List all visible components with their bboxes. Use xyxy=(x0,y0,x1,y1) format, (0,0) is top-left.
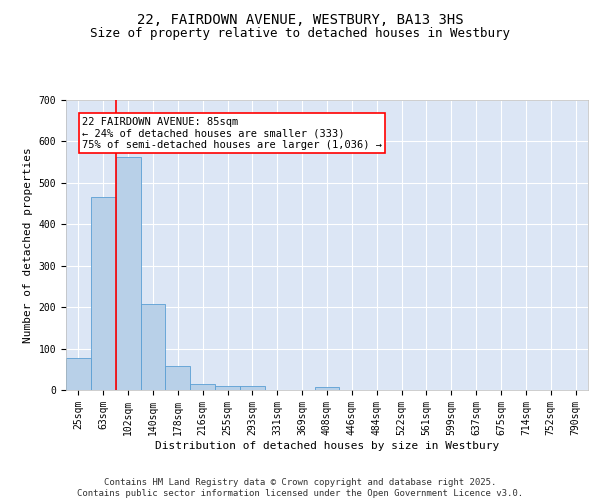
Bar xyxy=(190,384,215,390)
Text: 22, FAIRDOWN AVENUE, WESTBURY, BA13 3HS: 22, FAIRDOWN AVENUE, WESTBURY, BA13 3HS xyxy=(137,12,463,26)
Y-axis label: Number of detached properties: Number of detached properties xyxy=(23,147,33,343)
X-axis label: Distribution of detached houses by size in Westbury: Distribution of detached houses by size … xyxy=(155,440,499,450)
Text: Size of property relative to detached houses in Westbury: Size of property relative to detached ho… xyxy=(90,28,510,40)
Bar xyxy=(314,386,340,390)
Bar xyxy=(215,386,240,390)
Bar xyxy=(116,157,140,390)
Bar xyxy=(66,358,91,390)
Text: Contains HM Land Registry data © Crown copyright and database right 2025.
Contai: Contains HM Land Registry data © Crown c… xyxy=(77,478,523,498)
Bar xyxy=(91,196,116,390)
Text: 22 FAIRDOWN AVENUE: 85sqm
← 24% of detached houses are smaller (333)
75% of semi: 22 FAIRDOWN AVENUE: 85sqm ← 24% of detac… xyxy=(82,116,382,150)
Bar xyxy=(166,366,190,390)
Bar xyxy=(240,386,265,390)
Bar xyxy=(140,304,166,390)
